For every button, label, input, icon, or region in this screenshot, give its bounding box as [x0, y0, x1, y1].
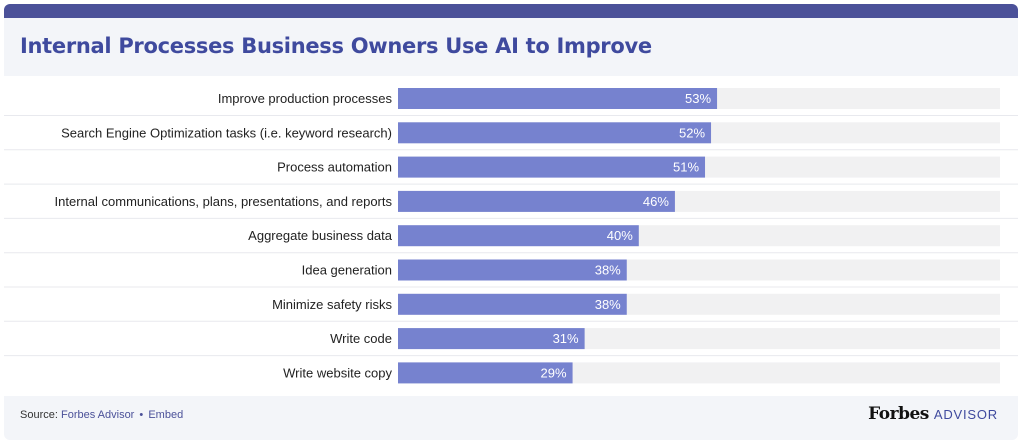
bar-chart: Improve production processes 53% Search En…: [4, 88, 1018, 384]
source-prefix: Source:: [20, 409, 58, 421]
category-label: Write code: [330, 331, 392, 346]
brand-name: Forbes: [868, 404, 929, 424]
bar: [398, 225, 639, 247]
brand-suffix: ADVISOR: [933, 407, 998, 422]
category-label: Search Engine Optimization tasks (i.e. k…: [61, 125, 392, 140]
category-label: Write website copy: [283, 365, 392, 380]
source-link[interactable]: Forbes Advisor: [60, 409, 135, 421]
value-label: 38%: [595, 297, 621, 312]
plot-area: Improve production processes 53% Search En…: [4, 76, 1018, 396]
category-label: Process automation: [277, 160, 392, 175]
value-label: 38%: [595, 263, 621, 278]
bar: [398, 362, 573, 384]
bar: [398, 190, 675, 212]
value-label: 51%: [673, 160, 699, 175]
value-label: 31%: [553, 331, 579, 346]
value-label: 40%: [607, 228, 633, 243]
bar: [398, 122, 712, 144]
bar: [398, 156, 706, 178]
value-label: 53%: [685, 91, 711, 106]
embed-link[interactable]: Embed: [148, 409, 184, 421]
category-label: Idea generation: [302, 263, 392, 278]
top-accent-bar: [4, 4, 1018, 18]
source-line: Source: Forbes Advisor • Embed: [20, 409, 183, 421]
value-label: 52%: [679, 125, 705, 140]
chart-title: Internal Processes Business Owners Use A…: [20, 34, 652, 58]
bar: [398, 328, 585, 350]
forbes-advisor-logo: Forbes ADVISOR: [868, 404, 998, 424]
bar: [398, 259, 627, 281]
category-label: Minimize safety risks: [272, 297, 392, 312]
chart-card: Internal Processes Business Owners Use A…: [4, 4, 1018, 440]
value-label: 46%: [643, 194, 669, 209]
bar: [398, 293, 627, 315]
bar: [398, 88, 718, 109]
category-label: Improve production processes: [218, 91, 393, 106]
category-label: Aggregate business data: [248, 228, 393, 243]
category-label: Internal communications, plans, presenta…: [55, 194, 393, 209]
separator-dot: •: [139, 409, 144, 421]
value-label: 29%: [541, 365, 567, 380]
